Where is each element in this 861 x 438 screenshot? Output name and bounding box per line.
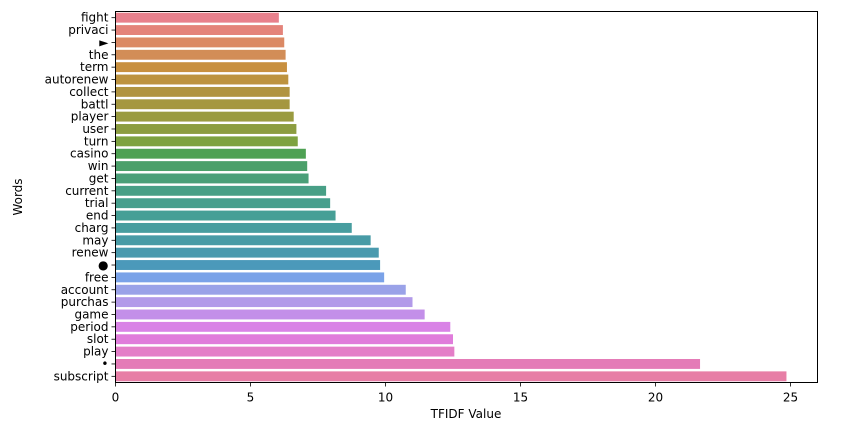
bar	[115, 321, 451, 332]
bar	[115, 74, 289, 85]
x-tick-label: 10	[378, 391, 393, 405]
bar	[115, 49, 286, 60]
bar	[115, 247, 379, 258]
x-axis-label: TFIDF Value	[430, 407, 502, 421]
x-tick-label: 20	[648, 391, 663, 405]
y-tick-label: collect	[69, 85, 109, 99]
y-tick-label: user	[82, 122, 108, 136]
y-tick-label: subscript	[54, 369, 109, 383]
bar	[115, 210, 336, 221]
y-tick-label: player	[71, 110, 109, 124]
y-tick-label: free	[85, 270, 109, 284]
x-axis-ticks: 0 5 10 15 20 25	[112, 382, 798, 405]
bar	[115, 86, 290, 97]
x-tick-label: 0	[112, 391, 120, 405]
bar	[115, 62, 287, 73]
bar	[115, 284, 406, 295]
bar	[115, 25, 283, 35]
bar	[115, 272, 385, 283]
bar	[115, 222, 352, 233]
bar	[115, 359, 701, 369]
bar	[115, 12, 279, 23]
bar	[115, 161, 308, 172]
y-tick-label: game	[74, 307, 108, 321]
bar	[115, 173, 309, 184]
bar	[115, 235, 371, 246]
y-tick-label: may	[82, 233, 108, 247]
bar	[115, 260, 381, 270]
y-tick-label: term	[80, 60, 109, 74]
y-tick-label: autorenew	[45, 73, 109, 87]
y-tick-label: play	[83, 345, 108, 359]
plot-frame	[115, 11, 818, 383]
bar	[115, 111, 294, 122]
y-tick-label: slot	[87, 332, 109, 346]
y-tick-label: renew	[72, 246, 109, 260]
y-tick-label: trial	[85, 196, 109, 210]
y-tick-label: casino	[70, 147, 108, 161]
x-tick-label: 5	[247, 391, 255, 405]
bar	[115, 99, 290, 110]
bar	[115, 371, 787, 382]
x-tick-label: 25	[783, 391, 798, 405]
y-tick-label: ►	[99, 35, 109, 49]
y-tick-label: period	[70, 320, 108, 334]
y-tick-label: fight	[81, 11, 109, 25]
y-tick-label: turn	[84, 134, 109, 148]
bar	[115, 148, 306, 159]
y-tick-label: account	[61, 283, 109, 297]
bar	[115, 185, 327, 196]
bars-layer	[115, 12, 787, 382]
bar	[115, 124, 297, 134]
y-axis-ticks: fightprivaci►thetermautorenewcollectbatt…	[45, 11, 116, 383]
bar	[115, 136, 298, 147]
y-tick-label: purchas	[61, 295, 109, 309]
y-tick-label: charg	[75, 221, 109, 235]
bar	[115, 198, 331, 209]
bar	[115, 346, 455, 357]
y-tick-label: •	[101, 357, 108, 371]
y-tick-label: win	[88, 159, 109, 173]
y-tick-label: battl	[81, 97, 109, 111]
bar	[115, 37, 285, 48]
bar	[115, 297, 413, 308]
x-tick-label: 15	[513, 391, 528, 405]
bar	[115, 309, 425, 320]
bar	[115, 334, 453, 345]
y-tick-label: get	[89, 171, 109, 185]
y-tick-label: the	[89, 48, 109, 62]
y-tick-label: end	[86, 209, 109, 223]
y-tick-label: ●	[98, 258, 108, 272]
y-tick-label: current	[65, 184, 109, 198]
y-axis-label: Words	[11, 178, 25, 215]
y-tick-label: privaci	[68, 23, 108, 37]
